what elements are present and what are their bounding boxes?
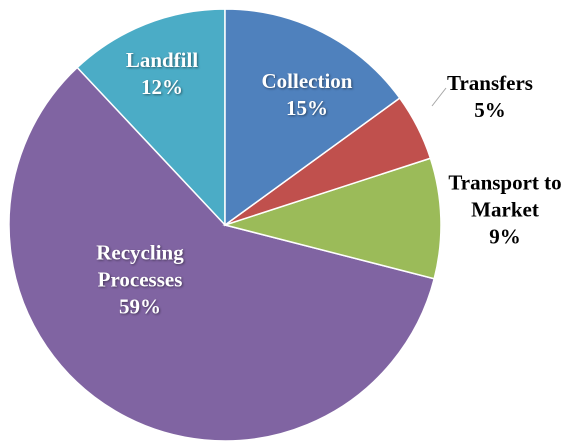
leader-line [431,87,447,107]
category-name: Landfill [125,48,199,72]
value-label: 59% [119,294,161,319]
slice-label: Recycling Processes 59% [75,240,205,321]
category-name: Transfers [447,71,533,95]
value-label: 12% [141,75,183,99]
slice-label: Landfill 12% [107,47,217,101]
value-label: 9% [489,224,521,249]
value-label: 15% [286,96,328,120]
slice-label: Transfers 5% [435,70,545,124]
category-name: Recycling Processes [96,240,184,292]
slice-label: Collection 15% [237,68,377,122]
category-name: Collection [261,69,353,93]
pie-slice [224,8,401,227]
pie-slice [8,66,436,441]
pie-slice [76,8,226,227]
slice-label: Transport to Market 9% [430,170,572,251]
category-name: Transport to Market [448,170,562,222]
value-label: 5% [474,98,506,122]
pie-slice [222,157,442,280]
